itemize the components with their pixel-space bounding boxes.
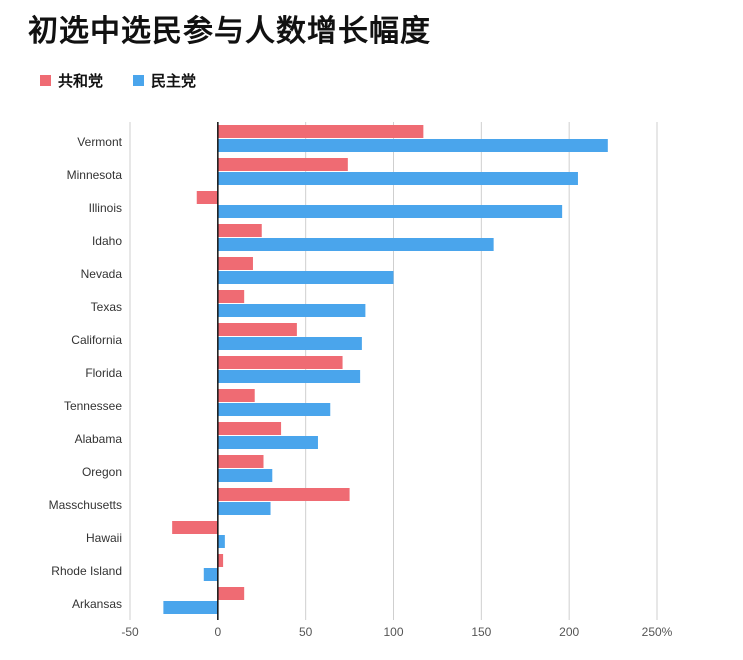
y-category-label: Florida <box>85 366 122 380</box>
bar-democrat <box>217 337 362 350</box>
bar-democrat <box>217 271 394 284</box>
bar-republican <box>217 257 253 270</box>
legend-label-democrat: 民主党 <box>151 72 197 90</box>
bar-democrat <box>217 469 273 482</box>
y-category-label: Masschusetts <box>49 498 122 512</box>
bar-democrat <box>203 568 218 581</box>
y-category-label: Vermont <box>77 135 122 149</box>
y-category-label: Texas <box>91 300 122 314</box>
bar-democrat <box>217 172 578 185</box>
bar-republican <box>217 455 264 468</box>
y-category-label: Rhode Island <box>51 564 122 578</box>
bar-democrat <box>217 370 361 383</box>
bar-republican <box>196 191 218 204</box>
bar-democrat <box>163 601 218 614</box>
y-category-label: Alabama <box>75 432 123 446</box>
legend-item-republican: 共和党 <box>40 70 103 91</box>
x-tick-label: 0 <box>214 625 221 639</box>
y-category-label: California <box>71 333 122 347</box>
y-category-label: Idaho <box>92 234 122 248</box>
x-tick-label: 50 <box>299 625 313 639</box>
bar-republican <box>217 422 282 435</box>
bar-democrat <box>217 502 271 515</box>
y-category-label: Nevada <box>81 267 123 281</box>
bar-republican <box>217 224 262 237</box>
bar-democrat <box>217 403 331 416</box>
bar-republican <box>217 125 424 138</box>
x-tick-label: 250% <box>642 625 673 639</box>
y-category-label: Illinois <box>89 201 122 215</box>
bar-republican <box>217 158 348 171</box>
bar-republican <box>217 587 245 600</box>
bar-republican <box>217 554 224 567</box>
bar-republican <box>217 356 343 369</box>
bar-republican <box>172 521 218 534</box>
x-tick-label: 200 <box>559 625 579 639</box>
bar-democrat <box>217 436 318 449</box>
legend-label-republican: 共和党 <box>58 72 104 90</box>
y-category-label: Oregon <box>82 465 122 479</box>
legend: 共和党 民主党 <box>40 70 226 91</box>
y-category-label: Tennessee <box>64 399 122 413</box>
chart-title: 初选中选民参与人数增长幅度 <box>28 14 431 49</box>
bar-democrat <box>217 205 563 218</box>
legend-swatch-democrat <box>133 75 145 86</box>
legend-item-democrat: 民主党 <box>133 70 196 91</box>
bar-democrat <box>217 535 225 548</box>
bar-republican <box>217 323 297 336</box>
x-tick-label: 150 <box>471 625 491 639</box>
bar-democrat <box>217 139 608 152</box>
y-category-label: Arkansas <box>72 597 122 611</box>
bar-republican <box>217 290 245 303</box>
bar-republican <box>217 488 350 501</box>
y-category-label: Hawaii <box>86 531 122 545</box>
x-tick-label: -50 <box>121 625 139 639</box>
bar-republican <box>217 389 255 402</box>
y-category-label: Minnesota <box>67 168 123 182</box>
bar-democrat <box>217 238 494 251</box>
bar-democrat <box>217 304 366 317</box>
legend-swatch-republican <box>40 75 51 86</box>
x-tick-label: 100 <box>383 625 403 639</box>
